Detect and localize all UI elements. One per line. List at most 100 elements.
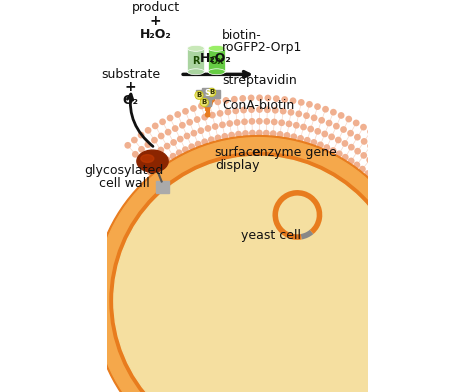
Circle shape	[208, 88, 216, 96]
Circle shape	[380, 185, 386, 191]
Circle shape	[432, 269, 439, 276]
Circle shape	[290, 133, 297, 140]
Circle shape	[303, 112, 310, 119]
Bar	[202, 89, 213, 99]
Circle shape	[438, 210, 445, 216]
Circle shape	[182, 146, 189, 153]
Circle shape	[423, 299, 429, 306]
Text: biotin-: biotin-	[222, 29, 262, 42]
Circle shape	[342, 154, 349, 161]
Text: roGFP2-Orp1: roGFP2-Orp1	[222, 40, 302, 54]
Circle shape	[194, 116, 200, 123]
Circle shape	[370, 175, 376, 181]
Text: O₂: O₂	[123, 94, 139, 107]
Circle shape	[411, 187, 418, 194]
Circle shape	[217, 110, 223, 117]
Circle shape	[423, 306, 429, 313]
Circle shape	[443, 331, 450, 338]
Circle shape	[188, 143, 195, 150]
Circle shape	[164, 143, 171, 149]
Circle shape	[151, 137, 158, 143]
Circle shape	[198, 127, 204, 134]
Circle shape	[431, 262, 438, 269]
Circle shape	[430, 195, 437, 202]
Circle shape	[398, 188, 404, 195]
Circle shape	[249, 130, 256, 136]
Circle shape	[402, 194, 408, 201]
Circle shape	[405, 161, 412, 168]
Circle shape	[314, 103, 321, 110]
Circle shape	[354, 134, 361, 141]
Circle shape	[172, 125, 179, 132]
Circle shape	[295, 111, 302, 117]
Circle shape	[165, 129, 171, 136]
Circle shape	[290, 97, 296, 104]
Circle shape	[392, 201, 399, 208]
Circle shape	[418, 258, 425, 265]
Circle shape	[458, 308, 465, 314]
Circle shape	[422, 278, 428, 285]
Text: H₂O₂: H₂O₂	[200, 52, 231, 65]
Circle shape	[394, 149, 400, 156]
Circle shape	[348, 144, 355, 151]
Circle shape	[256, 118, 263, 125]
Circle shape	[445, 323, 451, 330]
Circle shape	[391, 163, 398, 170]
Circle shape	[456, 274, 464, 281]
Circle shape	[437, 237, 443, 243]
Text: substrate: substrate	[101, 68, 161, 81]
Circle shape	[340, 126, 347, 133]
Circle shape	[164, 156, 171, 163]
Circle shape	[209, 112, 216, 118]
Text: B: B	[209, 89, 214, 95]
Circle shape	[158, 132, 164, 140]
Circle shape	[273, 95, 280, 102]
Text: S: S	[205, 89, 210, 98]
Circle shape	[386, 158, 392, 164]
Circle shape	[425, 241, 432, 247]
Circle shape	[435, 292, 441, 298]
Circle shape	[326, 120, 332, 127]
Text: Ox: Ox	[209, 56, 224, 66]
Circle shape	[378, 166, 384, 173]
Circle shape	[446, 299, 453, 306]
Circle shape	[198, 103, 205, 109]
Text: glycosylated: glycosylated	[85, 164, 164, 177]
Circle shape	[423, 292, 429, 299]
Circle shape	[138, 132, 144, 138]
Circle shape	[93, 136, 424, 392]
Circle shape	[410, 207, 417, 214]
Circle shape	[396, 207, 403, 214]
Circle shape	[330, 147, 336, 154]
Ellipse shape	[187, 45, 204, 51]
Text: product: product	[132, 2, 180, 15]
Circle shape	[359, 166, 366, 172]
Circle shape	[361, 138, 368, 145]
Text: H₂O₂: H₂O₂	[140, 27, 171, 40]
Circle shape	[219, 122, 226, 128]
Circle shape	[140, 160, 146, 167]
Circle shape	[338, 112, 344, 119]
Circle shape	[314, 128, 321, 135]
Circle shape	[317, 142, 324, 148]
Circle shape	[434, 284, 441, 291]
Circle shape	[367, 143, 374, 149]
Text: cell wall: cell wall	[99, 177, 150, 190]
Circle shape	[212, 123, 218, 130]
Circle shape	[353, 120, 360, 126]
Circle shape	[445, 276, 452, 282]
Circle shape	[373, 147, 380, 154]
Circle shape	[384, 190, 390, 197]
Circle shape	[241, 118, 248, 125]
Circle shape	[182, 108, 189, 115]
Circle shape	[372, 161, 379, 168]
Circle shape	[145, 155, 152, 162]
Circle shape	[271, 118, 277, 125]
Circle shape	[393, 182, 399, 189]
Circle shape	[311, 139, 317, 146]
Circle shape	[348, 158, 354, 164]
Circle shape	[455, 333, 462, 339]
Circle shape	[248, 106, 255, 113]
Circle shape	[422, 285, 429, 292]
Circle shape	[281, 96, 288, 103]
